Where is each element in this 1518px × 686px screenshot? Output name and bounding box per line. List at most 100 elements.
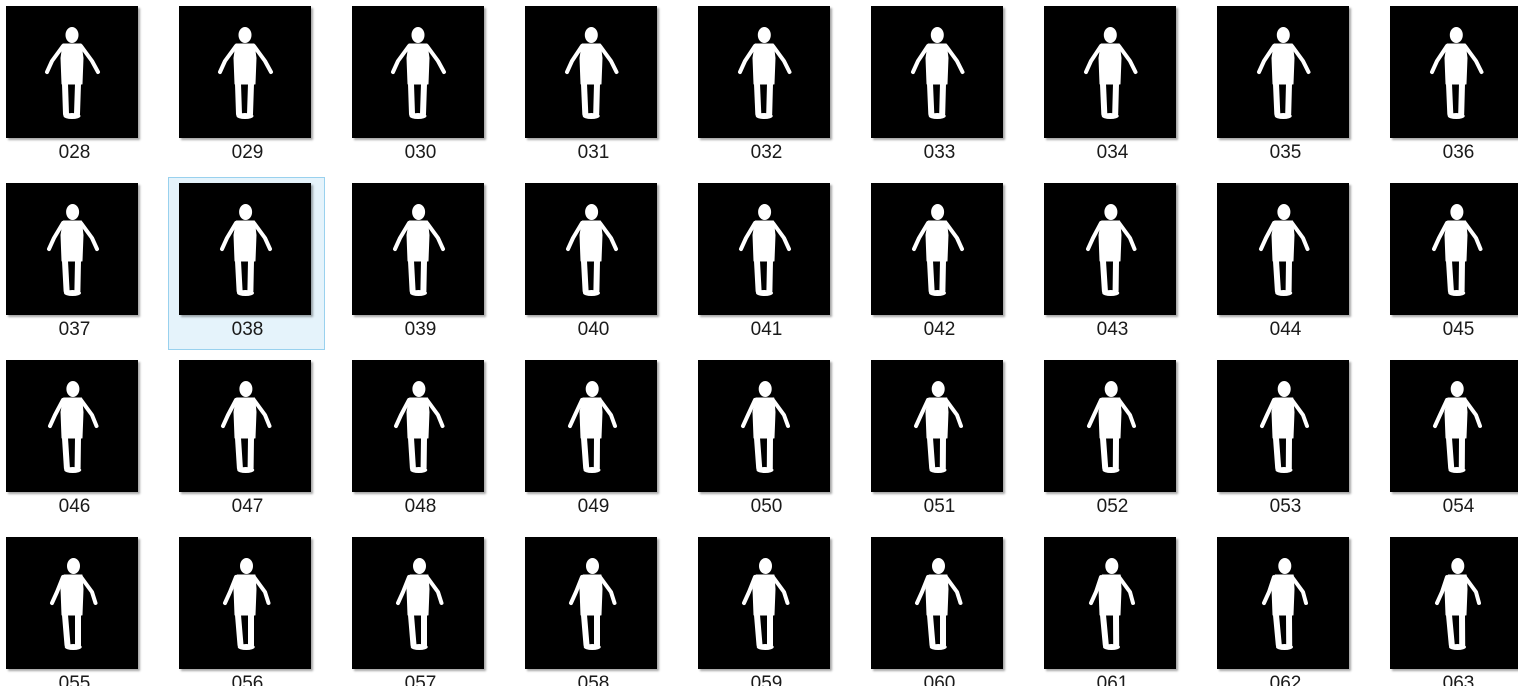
file-item[interactable]: 032: [687, 0, 844, 173]
file-item[interactable]: 056: [168, 531, 325, 686]
file-item[interactable]: 046: [0, 354, 152, 527]
file-name-label: 063: [1442, 673, 1475, 686]
file-name-label: 052: [1096, 496, 1129, 517]
file-name-label: 039: [404, 319, 437, 340]
file-item[interactable]: 028: [0, 0, 152, 173]
person-silhouette-icon: [179, 6, 311, 138]
person-silhouette-icon: [1217, 6, 1349, 138]
person-silhouette-icon: [1217, 183, 1349, 315]
person-silhouette-icon: [871, 6, 1003, 138]
person-silhouette-icon: [1044, 537, 1176, 669]
file-name-label: 030: [404, 142, 437, 163]
person-silhouette-icon: [6, 360, 138, 492]
person-silhouette-icon: [871, 360, 1003, 492]
file-item[interactable]: 041: [687, 177, 844, 350]
person-silhouette-icon: [179, 183, 311, 315]
person-silhouette-icon: [1044, 6, 1176, 138]
file-name-label: 041: [750, 319, 783, 340]
person-silhouette-icon: [871, 183, 1003, 315]
file-item[interactable]: 040: [514, 177, 671, 350]
file-name-label: 043: [1096, 319, 1129, 340]
file-item[interactable]: 045: [1379, 177, 1518, 350]
file-name-label: 053: [1269, 496, 1302, 517]
file-name-label: 035: [1269, 142, 1302, 163]
file-item[interactable]: 038: [168, 177, 325, 350]
file-item[interactable]: 048: [341, 354, 498, 527]
person-silhouette-icon: [352, 183, 484, 315]
person-silhouette-icon: [1217, 537, 1349, 669]
file-name-label: 032: [750, 142, 783, 163]
file-name-label: 028: [58, 142, 91, 163]
file-item[interactable]: 054: [1379, 354, 1518, 527]
person-silhouette-icon: [698, 183, 830, 315]
file-item[interactable]: 036: [1379, 0, 1518, 173]
file-item[interactable]: 060: [860, 531, 1017, 686]
file-item[interactable]: 031: [514, 0, 671, 173]
file-item[interactable]: 051: [860, 354, 1017, 527]
file-item[interactable]: 050: [687, 354, 844, 527]
file-name-label: 031: [577, 142, 610, 163]
file-item[interactable]: 053: [1206, 354, 1363, 527]
person-silhouette-icon: [698, 537, 830, 669]
file-item[interactable]: 052: [1033, 354, 1190, 527]
person-silhouette-icon: [1390, 6, 1518, 138]
file-item[interactable]: 030: [341, 0, 498, 173]
person-silhouette-icon: [525, 6, 657, 138]
file-name-label: 050: [750, 496, 783, 517]
person-silhouette-icon: [1390, 537, 1518, 669]
file-name-label: 044: [1269, 319, 1302, 340]
file-item[interactable]: 044: [1206, 177, 1363, 350]
person-silhouette-icon: [6, 537, 138, 669]
person-silhouette-icon: [1390, 183, 1518, 315]
file-name-label: 048: [404, 496, 437, 517]
person-silhouette-icon: [352, 537, 484, 669]
file-item[interactable]: 061: [1033, 531, 1190, 686]
file-item[interactable]: 062: [1206, 531, 1363, 686]
person-silhouette-icon: [179, 537, 311, 669]
file-name-label: 047: [231, 496, 264, 517]
person-silhouette-icon: [525, 537, 657, 669]
person-silhouette-icon: [179, 360, 311, 492]
file-item[interactable]: 057: [341, 531, 498, 686]
file-item[interactable]: 034: [1033, 0, 1190, 173]
file-item[interactable]: 047: [168, 354, 325, 527]
person-silhouette-icon: [698, 360, 830, 492]
file-name-label: 049: [577, 496, 610, 517]
file-item[interactable]: 035: [1206, 0, 1363, 173]
file-item[interactable]: 037: [0, 177, 152, 350]
file-name-label: 060: [923, 673, 956, 686]
file-item[interactable]: 033: [860, 0, 1017, 173]
file-name-label: 058: [577, 673, 610, 686]
file-item[interactable]: 043: [1033, 177, 1190, 350]
file-item[interactable]: 029: [168, 0, 325, 173]
file-item[interactable]: 042: [860, 177, 1017, 350]
file-name-label: 055: [58, 673, 91, 686]
person-silhouette-icon: [698, 6, 830, 138]
file-name-label: 045: [1442, 319, 1475, 340]
person-silhouette-icon: [6, 6, 138, 138]
file-name-label: 062: [1269, 673, 1302, 686]
file-name-label: 033: [923, 142, 956, 163]
person-silhouette-icon: [1044, 183, 1176, 315]
file-name-label: 036: [1442, 142, 1475, 163]
person-silhouette-icon: [871, 537, 1003, 669]
person-silhouette-icon: [1390, 360, 1518, 492]
person-silhouette-icon: [1044, 360, 1176, 492]
file-name-label: 042: [923, 319, 956, 340]
file-name-label: 029: [231, 142, 264, 163]
person-silhouette-icon: [352, 6, 484, 138]
file-item[interactable]: 059: [687, 531, 844, 686]
file-name-label: 057: [404, 673, 437, 686]
file-item[interactable]: 055: [0, 531, 152, 686]
person-silhouette-icon: [1217, 360, 1349, 492]
file-name-label: 040: [577, 319, 610, 340]
file-item[interactable]: 049: [514, 354, 671, 527]
file-name-label: 051: [923, 496, 956, 517]
file-item[interactable]: 039: [341, 177, 498, 350]
person-silhouette-icon: [525, 183, 657, 315]
file-name-label: 037: [58, 319, 91, 340]
file-name-label: 061: [1096, 673, 1129, 686]
file-item[interactable]: 063: [1379, 531, 1518, 686]
file-item[interactable]: 058: [514, 531, 671, 686]
